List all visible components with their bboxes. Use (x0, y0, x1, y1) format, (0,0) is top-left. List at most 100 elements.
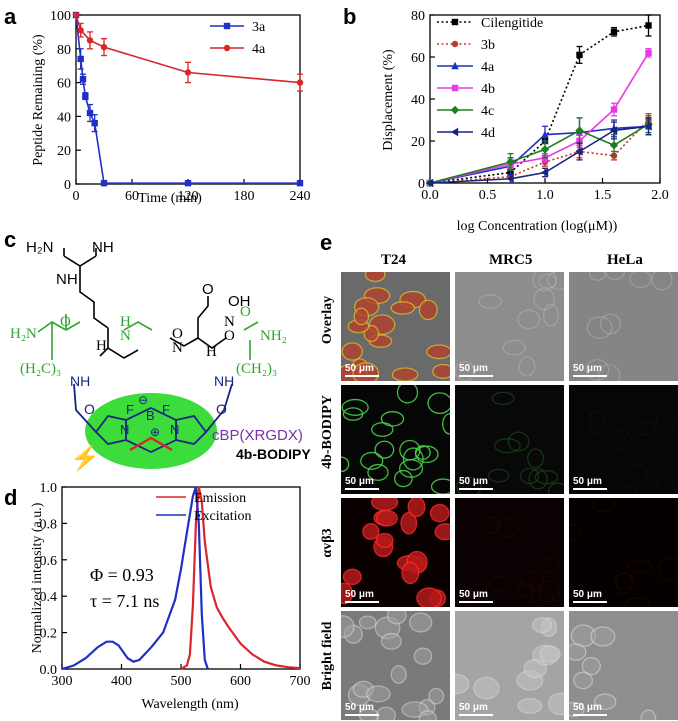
lifetime-annotation: τ = 7.1 ns (90, 591, 159, 611)
scale-bar-label: 50 μm (573, 476, 602, 487)
series-d-0 (180, 486, 301, 670)
cell (569, 523, 581, 541)
cell (428, 687, 445, 705)
x-tick-label: 1.5 (594, 188, 612, 203)
bodipy-glow (85, 393, 217, 469)
scale-bar-label: 50 μm (573, 363, 602, 374)
bodipy-bonds (73, 383, 233, 453)
boron-f-1: F (126, 402, 134, 417)
y-tick-label: 0.8 (40, 517, 58, 532)
amide-o-2: H (206, 344, 217, 360)
cell (341, 342, 363, 361)
cell (542, 303, 559, 327)
y-tick-label: 20 (57, 144, 71, 159)
legend-marker (451, 18, 459, 26)
data-point (610, 28, 618, 35)
carbonyl-o-left: O (84, 401, 95, 417)
excitation-bolt-icon: ⚡ (70, 444, 100, 472)
cell (455, 673, 470, 695)
scale-bar: 50 μm (573, 589, 607, 603)
y-tick-label: 60 (411, 51, 425, 66)
scale-bar-line (345, 375, 379, 377)
cell (375, 706, 396, 720)
chart-d-xlabel: Wavelength (nm) (141, 697, 239, 712)
scale-bar: 50 μm (459, 589, 493, 603)
nitrogen-1: N (120, 422, 129, 437)
amide-h-3: N (224, 314, 235, 330)
legend-label: 4a (481, 60, 495, 75)
micrograph-t24-row3: 50 μm (341, 498, 450, 607)
data-point (609, 126, 618, 135)
micrograph-hela-row3: 50 μm (569, 498, 678, 607)
cell (519, 467, 540, 485)
data-point (91, 119, 98, 127)
x-tick-label: 700 (290, 674, 311, 689)
cell (539, 645, 561, 663)
micrograph-cells (341, 385, 450, 494)
chart-d: Wavelength (nm) Normalized intensity (a.… (30, 481, 311, 712)
scale-bar-line (345, 601, 379, 603)
cell (426, 344, 450, 360)
chart-b: log Concentration (log(μM)) Displacement… (381, 9, 669, 234)
micrograph-t24-row2: 50 μm (341, 385, 450, 494)
x-tick-label: 600 (230, 674, 251, 689)
cell (521, 571, 544, 589)
quantum-yield-annotation: Φ = 0.93 (90, 565, 154, 585)
series-a-1 (72, 11, 304, 92)
data-point (645, 22, 652, 29)
data-point (609, 141, 619, 150)
y-tick-label: 40 (57, 110, 71, 125)
cell (456, 476, 482, 494)
cell (360, 451, 384, 470)
data-point (184, 69, 192, 76)
cbp-label: cBP(XRGDX) (212, 427, 303, 444)
series-line (429, 119, 650, 184)
cell (408, 612, 433, 633)
micrograph-cells (569, 498, 678, 607)
scale-bar-label: 50 μm (345, 589, 374, 600)
data-point (296, 79, 304, 86)
cell (455, 599, 474, 607)
cell (538, 580, 561, 603)
x-tick-label: 1.0 (536, 188, 554, 203)
cell (473, 676, 500, 700)
panel-letter-b: b (343, 4, 356, 29)
guanidine-h2n: H₂N (26, 239, 54, 256)
chemical-structure: H₂N NH NH O OH H₂N O H N NH₂ O (H₂C)₃ (C… (10, 239, 311, 472)
cell (589, 272, 606, 281)
scale-bar-label: 50 μm (573, 702, 602, 713)
scale-bar: 50 μm (573, 363, 607, 377)
cell (627, 558, 653, 574)
series-line (429, 123, 649, 184)
cell (401, 561, 420, 585)
y-tick-label: 0.4 (40, 590, 58, 605)
cell (371, 422, 394, 437)
x-tick-label: 240 (290, 189, 311, 204)
scale-bar-line (345, 488, 379, 490)
chart-a-frame (75, 14, 301, 185)
structure-bonds-black (63, 248, 227, 359)
plus-charge: ⊕ (150, 425, 160, 439)
cell (396, 385, 419, 404)
y-tick-label: 20 (411, 135, 425, 150)
cell (586, 316, 613, 339)
amide-n-3: O (224, 328, 235, 344)
series-line (61, 486, 209, 671)
x-tick-label: 300 (52, 674, 73, 689)
cell (364, 272, 386, 283)
structure-bonds-green (37, 314, 259, 360)
cell (390, 301, 416, 315)
scale-bar-line (459, 375, 493, 377)
micrograph-mrc5-row3: 50 μm (455, 498, 564, 607)
cell (494, 438, 521, 454)
micrograph-hela-row1: 50 μm (569, 272, 678, 381)
series-line (429, 24, 649, 184)
minus-charge: ⊖ (138, 393, 148, 407)
micrograph-cells (587, 408, 676, 494)
data-point (425, 178, 434, 188)
cell (517, 698, 543, 714)
cell (427, 392, 450, 414)
acid-o: O (202, 281, 214, 298)
right-o: O (240, 304, 251, 320)
panel-letter-a: a (4, 4, 17, 29)
